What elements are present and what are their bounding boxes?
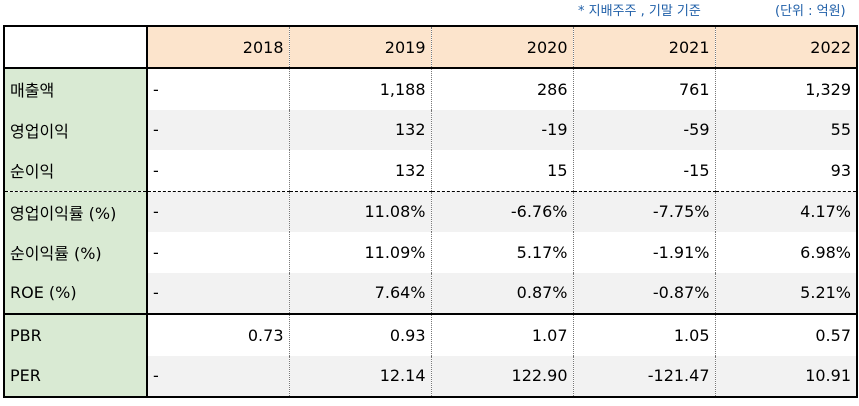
table-cell: 6.98% [714, 232, 857, 273]
table-row-net-income: 순이익 - 132 15 -15 93 [4, 150, 857, 192]
row-label: 매출액 [4, 68, 148, 110]
table-cell: 4.17% [714, 191, 857, 232]
year-header: 2022 [714, 26, 857, 69]
row-label: PBR [4, 314, 148, 356]
table-row-revenue: 매출액 - 1,188 286 761 1,329 [4, 68, 857, 110]
row-label: 순이익률 (%) [4, 232, 148, 273]
table-cell: 55 [714, 109, 857, 150]
table-row-operating-margin: 영업이익률 (%) - 11.08% -6.76% -7.75% 4.17% [4, 191, 857, 232]
table-cell: 132 [288, 150, 431, 192]
table-cell: 1,329 [714, 68, 857, 110]
table-cell: 1.07 [430, 314, 573, 356]
table-cell: 286 [430, 68, 573, 110]
table-cell: - [146, 272, 289, 315]
table-cell: - [146, 355, 289, 397]
table-cell: - [146, 109, 289, 150]
basis-note: * 지배주주 , 기말 기준 [578, 4, 701, 19]
table-cell: 10.91 [714, 355, 857, 397]
year-header: 2020 [430, 26, 573, 69]
table-cell: -15 [572, 150, 715, 192]
table-cell: -0.87% [572, 272, 715, 315]
year-header: 2021 [572, 26, 715, 69]
table-cell: -19 [430, 109, 573, 150]
year-header: 2019 [288, 26, 431, 69]
header-row: 2018 2019 2020 2021 2022 [4, 26, 857, 69]
table-cell: 122.90 [430, 355, 573, 397]
table-cell: 93 [714, 150, 857, 192]
row-label: 영업이익 [4, 109, 148, 150]
table-cell: 0.93 [288, 314, 431, 356]
table-cell: 11.08% [288, 191, 431, 232]
table-cell: 761 [572, 68, 715, 110]
table-cell: 1.05 [572, 314, 715, 356]
table-cell: - [146, 232, 289, 273]
unit-note: (단위 : 억원) [775, 4, 846, 19]
table-cell: -121.47 [572, 355, 715, 397]
table-cell: -6.76% [430, 191, 573, 232]
table-cell: 15 [430, 150, 573, 192]
header-corner-cell [4, 26, 148, 69]
table-cell: 0.87% [430, 272, 573, 315]
row-label: ROE (%) [4, 272, 148, 315]
table-cell: 11.09% [288, 232, 431, 273]
table-cell: 132 [288, 109, 431, 150]
table-row-net-margin: 순이익률 (%) - 11.09% 5.17% -1.91% 6.98% [4, 232, 857, 273]
table-cell: -1.91% [572, 232, 715, 273]
table-cell: - [146, 191, 289, 232]
row-label: 순이익 [4, 150, 148, 192]
table-cell: - [146, 150, 289, 192]
table-cell: -7.75% [572, 191, 715, 232]
table-cell: 0.73 [146, 314, 289, 356]
table-cell: 5.21% [714, 272, 857, 315]
financial-table: 2018 2019 2020 2021 2022 매출액 - 1,188 286… [3, 25, 858, 398]
table-cell: 5.17% [430, 232, 573, 273]
table-cell: 12.14 [288, 355, 431, 397]
table-cell: 1,188 [288, 68, 431, 110]
table-row-pbr: PBR 0.73 0.93 1.07 1.05 0.57 [4, 314, 857, 356]
year-header: 2018 [146, 26, 289, 69]
table-cell: - [146, 68, 289, 110]
table-cell: -59 [572, 109, 715, 150]
table-cell: 7.64% [288, 272, 431, 315]
table-row-per: PER - 12.14 122.90 -121.47 10.91 [4, 355, 857, 397]
row-label: 영업이익률 (%) [4, 191, 148, 232]
row-label: PER [4, 355, 148, 397]
table-row-roe: ROE (%) - 7.64% 0.87% -0.87% 5.21% [4, 272, 857, 315]
table-cell: 0.57 [714, 314, 857, 356]
table-row-operating-profit: 영업이익 - 132 -19 -59 55 [4, 109, 857, 150]
